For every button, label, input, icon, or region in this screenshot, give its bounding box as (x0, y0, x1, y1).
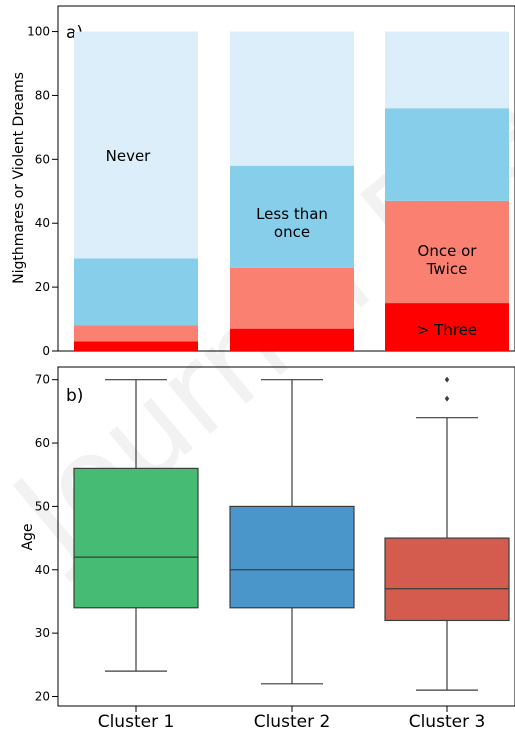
x-tick-label: Cluster 2 (254, 712, 331, 730)
panel-b-y-ticks: 20 30 40 50 60 70 (35, 373, 58, 703)
panel-b-y-tick-label: 20 (35, 689, 50, 703)
panel-b-frame (57, 366, 515, 707)
bar-segment-1-4 (74, 31, 198, 259)
panel-a-y-tick-label: 40 (35, 216, 50, 230)
box-1 (73, 379, 199, 672)
panel-a-y-tick-label: 80 (35, 88, 50, 102)
bar-segment-2-2 (230, 267, 354, 329)
panel-b-x-tick-labels: Cluster 1 Cluster 2 Cluster 3 (98, 706, 486, 730)
panel-a-stacked-bars: a) Nigthmares or Violent Dreams 02040608… (11, 5, 515, 358)
box-2 (229, 379, 355, 685)
panel-b-ylabel: Age (20, 523, 36, 550)
panel-a-segment-labels: Never Less than once Once or Twice > Three (106, 147, 478, 339)
panel-b-boxes (73, 376, 510, 691)
outlier-point (444, 395, 450, 402)
box-iqr (73, 467, 199, 609)
panel-a-y-tick-label: 100 (27, 25, 50, 39)
panel-b-y-tick-label: 50 (35, 499, 50, 513)
bar-segment-3-4 (385, 31, 509, 109)
panel-b-y-tick-label: 40 (35, 563, 50, 577)
x-tick-label: Cluster 1 (98, 712, 175, 730)
bar-segment-1-1 (74, 341, 198, 351)
panel-a-ylabel: Nigthmares or Violent Dreams (11, 72, 27, 284)
bar-segment-3-2 (385, 200, 509, 304)
panel-a-y-ticks: 0 20 40 60 80 100 (27, 25, 58, 358)
bar-segment-2-1 (230, 328, 354, 351)
outlier-point (444, 376, 450, 383)
panel-b-y-tick-label: 60 (35, 436, 50, 450)
panel-a-y-tick-label: 60 (35, 152, 50, 166)
panel-b-y-tick-label: 70 (35, 373, 50, 387)
segment-label: Once or Twice (418, 242, 478, 278)
panel-a-y-tick-label: 0 (42, 344, 50, 358)
panel-b-label: b) (66, 386, 83, 406)
box-iqr (229, 505, 355, 609)
bar-segment-2-3 (230, 165, 354, 268)
bar-segment-3-3 (385, 108, 509, 201)
bar-segment-2-4 (230, 31, 354, 166)
bar-segment-1-2 (74, 325, 198, 342)
segment-label: Never (106, 147, 152, 165)
bar-segment-1-3 (74, 258, 198, 326)
segment-label: > Three (417, 321, 477, 339)
panel-a-bars (74, 31, 509, 351)
box-iqr (384, 537, 510, 622)
panel-b-y-tick-label: 30 (35, 626, 50, 640)
box-3 (384, 376, 510, 691)
segment-label: Less than once (256, 205, 328, 241)
bar-segment-3-1 (385, 303, 509, 351)
panel-a-y-tick-label: 20 (35, 280, 50, 294)
x-tick-label: Cluster 3 (409, 712, 486, 730)
